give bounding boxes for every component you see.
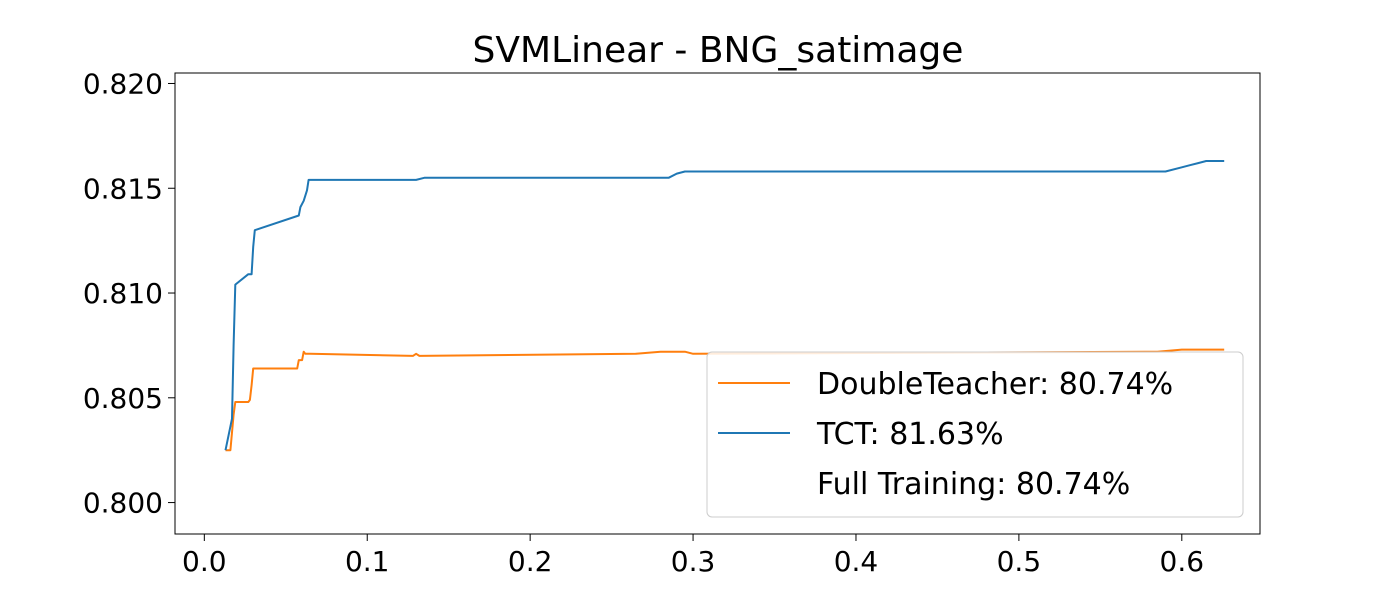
x-tick-label: 0.1: [345, 545, 390, 578]
y-tick-label: 0.810: [83, 277, 163, 310]
y-tick-label: 0.815: [83, 172, 163, 205]
x-tick-label: 0.5: [997, 545, 1042, 578]
y-tick-label: 0.805: [83, 382, 163, 415]
legend-label-1: TCT: 81.63%: [816, 417, 1004, 452]
chart-title: SVMLinear - BNG_satimage: [473, 30, 964, 71]
plot-frame: [174, 72, 1261, 535]
legend: DoubleTeacher: 80.74% TCT: 81.63% Full Tra…: [706, 351, 1244, 518]
x-tick-label: 0.6: [1160, 545, 1205, 578]
legend-label-0: DoubleTeacher: 80.74%: [817, 367, 1173, 402]
y-tick-label: 0.800: [83, 487, 163, 520]
legend-box: [706, 351, 1244, 518]
x-tick-label: 0.0: [182, 545, 227, 578]
x-tick-label: 0.3: [671, 545, 716, 578]
y-axis: 0.800 0.805 0.810 0.815 0.820: [83, 67, 175, 520]
x-tick-label: 0.2: [508, 545, 553, 578]
y-tick-label: 0.820: [83, 67, 163, 100]
series-line-1: [224, 160, 1225, 451]
x-tick-label: 0.4: [834, 545, 879, 578]
x-axis: 0.0 0.1 0.2 0.3 0.4 0.5 0.6: [182, 534, 1204, 578]
legend-label-2: Full Training: 80.74%: [817, 467, 1130, 502]
